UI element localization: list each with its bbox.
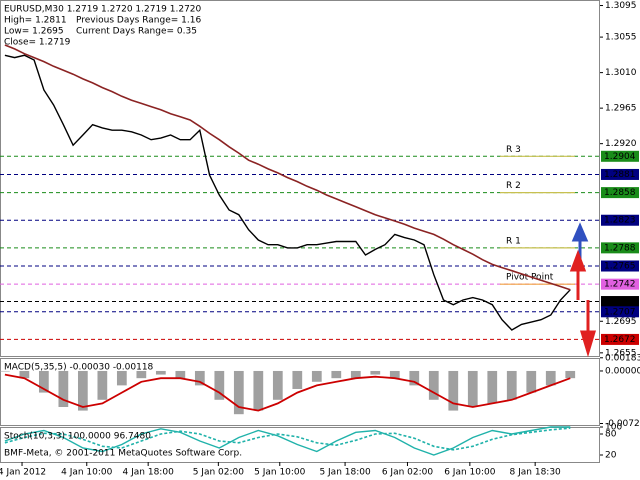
level-label: R 3 — [506, 145, 521, 155]
y-tick-label: 1.2920 — [605, 139, 637, 149]
level-tag — [601, 187, 639, 199]
x-tick-label: 6 Jan 10:00 — [444, 468, 496, 478]
y-tick-label: 1.2720 — [604, 297, 636, 307]
histogram-bar — [311, 370, 322, 382]
y-tick-label: 1.2707 — [604, 307, 636, 317]
level-tag — [601, 333, 639, 345]
histogram-bar — [506, 370, 517, 400]
histogram-bar — [331, 370, 342, 379]
y-tick-label: 1.2765 — [604, 262, 636, 272]
copyright: BMF-Meta, © 2001-2011 MetaQuotes Softwar… — [4, 449, 242, 459]
y-tick-label: 0.00183 — [605, 353, 640, 363]
histogram-bar — [428, 370, 439, 400]
y-tick-label: 1.2655 — [605, 348, 637, 358]
y-tick-label: 1.2788 — [604, 243, 636, 253]
y-tick-label: 1.2858 — [604, 188, 636, 198]
info: Current Days Range= 0.35 — [76, 27, 197, 37]
histogram-bar — [526, 370, 537, 393]
macd-panel — [0, 358, 600, 426]
x-tick-label: 5 Jan 10:00 — [254, 468, 306, 478]
level-tag — [601, 306, 639, 318]
x-tick-label: 5 Jan 18:00 — [319, 468, 371, 478]
level-tag — [601, 260, 639, 272]
histogram-bar — [175, 370, 186, 379]
histogram-bar — [448, 370, 459, 411]
histogram-bar — [38, 370, 49, 393]
x-tick-label: 4 Jan 18:00 — [123, 468, 175, 478]
series-line — [4, 54, 571, 331]
info: Close= 1.2719 — [4, 38, 71, 48]
down-arrow — [579, 300, 597, 358]
histogram-bar — [292, 370, 303, 389]
y-tick-label: 1.2904 — [604, 152, 636, 162]
histogram-bar — [19, 370, 30, 379]
y-tick-label: 1.2672 — [604, 335, 636, 345]
y-tick-label: 80 — [605, 430, 617, 440]
info: Previous Days Range= 1.16 — [76, 16, 201, 26]
histogram-bar — [233, 370, 244, 415]
series-line — [4, 426, 571, 456]
y-tick-label: 0.00000 — [605, 366, 640, 376]
histogram-bar — [97, 370, 108, 400]
info: Low= 1.2695 — [4, 27, 64, 37]
main-panel — [0, 0, 600, 357]
y-tick-label: 1.2695 — [605, 317, 637, 327]
y-tick-label: 1.2965 — [605, 104, 637, 114]
stoch-panel — [0, 427, 600, 463]
histogram-bar — [194, 370, 205, 386]
level-tag — [601, 296, 639, 308]
histogram-bar — [155, 370, 166, 375]
y-tick-label: -0.00729 — [605, 419, 640, 429]
y-tick-label: 1.3010 — [605, 68, 637, 78]
x-tick-label: 5 Jan 02:00 — [193, 468, 245, 478]
series-line — [4, 44, 571, 291]
macd-title: MACD(5,35,5) -0.00030 -0.00118 — [4, 363, 154, 373]
histogram-bar — [58, 370, 69, 407]
x-tick-label: 4 Jan 2012 — [0, 468, 46, 478]
histogram-bar — [136, 370, 147, 379]
x-tick-label: 4 Jan 10:00 — [61, 468, 113, 478]
level-label: R 1 — [506, 236, 521, 246]
y-tick-label: 100 — [605, 423, 622, 433]
x-tick-label: 6 Jan 02:00 — [382, 468, 434, 478]
histogram-bar — [0, 370, 10, 372]
series-line — [4, 427, 571, 451]
y-tick-label: 1.2881 — [604, 170, 636, 180]
y-tick-label: 1.3095 — [605, 1, 637, 11]
signal-arrow — [569, 249, 587, 300]
histogram-bar — [565, 370, 576, 379]
level-label: R 2 — [506, 181, 521, 191]
chart-title: EURUSD,M30 1.2719 1.2720 1.2719 1.2720 — [4, 5, 202, 15]
histogram-bar — [253, 370, 264, 411]
histogram-bar — [409, 370, 420, 386]
level-tag — [601, 278, 639, 290]
histogram-bar — [214, 370, 225, 400]
histogram-bar — [116, 370, 127, 386]
level-tag — [601, 150, 639, 162]
histogram-bar — [545, 370, 556, 386]
histogram-bar — [389, 370, 400, 379]
level-label: Pivot Point — [506, 273, 554, 283]
info: High= 1.2811 — [4, 16, 67, 26]
y-tick-label: 1.2742 — [604, 280, 636, 290]
histogram-bar — [467, 370, 478, 407]
y-tick-label: 1.3055 — [605, 33, 637, 43]
level-tag — [601, 168, 639, 180]
series-line — [4, 373, 571, 412]
histogram-bar — [272, 370, 283, 400]
y-tick-label: 20 — [605, 451, 617, 461]
level-tag — [601, 242, 639, 254]
histogram-bar — [370, 370, 381, 375]
stoch-title: Stoch(10,3,3) 100.0000 96.7480 — [4, 432, 151, 442]
y-tick-label: 1.2823 — [604, 216, 636, 226]
histogram-bar — [350, 370, 361, 379]
level-tag — [601, 214, 639, 226]
histogram-bar — [77, 370, 88, 411]
x-tick-label: 8 Jan 18:30 — [510, 468, 562, 478]
histogram-bar — [487, 370, 498, 404]
